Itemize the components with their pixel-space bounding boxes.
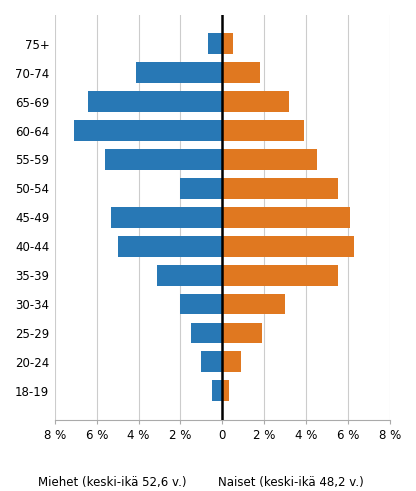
Bar — [88, 91, 222, 112]
Bar — [201, 352, 222, 372]
Bar — [222, 91, 290, 112]
Bar — [222, 381, 229, 401]
Bar — [157, 265, 222, 286]
Bar — [222, 294, 285, 314]
Bar — [74, 120, 222, 141]
Bar — [212, 381, 222, 401]
Bar — [222, 236, 354, 257]
Bar — [181, 294, 222, 314]
Bar — [208, 33, 222, 54]
Bar — [222, 323, 262, 343]
Bar — [222, 120, 304, 141]
Bar — [222, 265, 337, 286]
Bar — [181, 178, 222, 199]
Bar — [118, 236, 222, 257]
Bar — [222, 178, 337, 199]
Text: Naiset (keski-ikä 48,2 v.): Naiset (keski-ikä 48,2 v.) — [218, 476, 364, 489]
Bar — [222, 207, 350, 228]
Bar — [111, 207, 222, 228]
Text: Miehet (keski-ikä 52,6 v.): Miehet (keski-ikä 52,6 v.) — [38, 476, 186, 489]
Bar — [105, 149, 222, 170]
Bar — [191, 323, 222, 343]
Bar — [222, 33, 233, 54]
Bar — [222, 62, 260, 83]
Bar — [222, 149, 317, 170]
Bar — [136, 62, 222, 83]
Bar — [222, 352, 241, 372]
